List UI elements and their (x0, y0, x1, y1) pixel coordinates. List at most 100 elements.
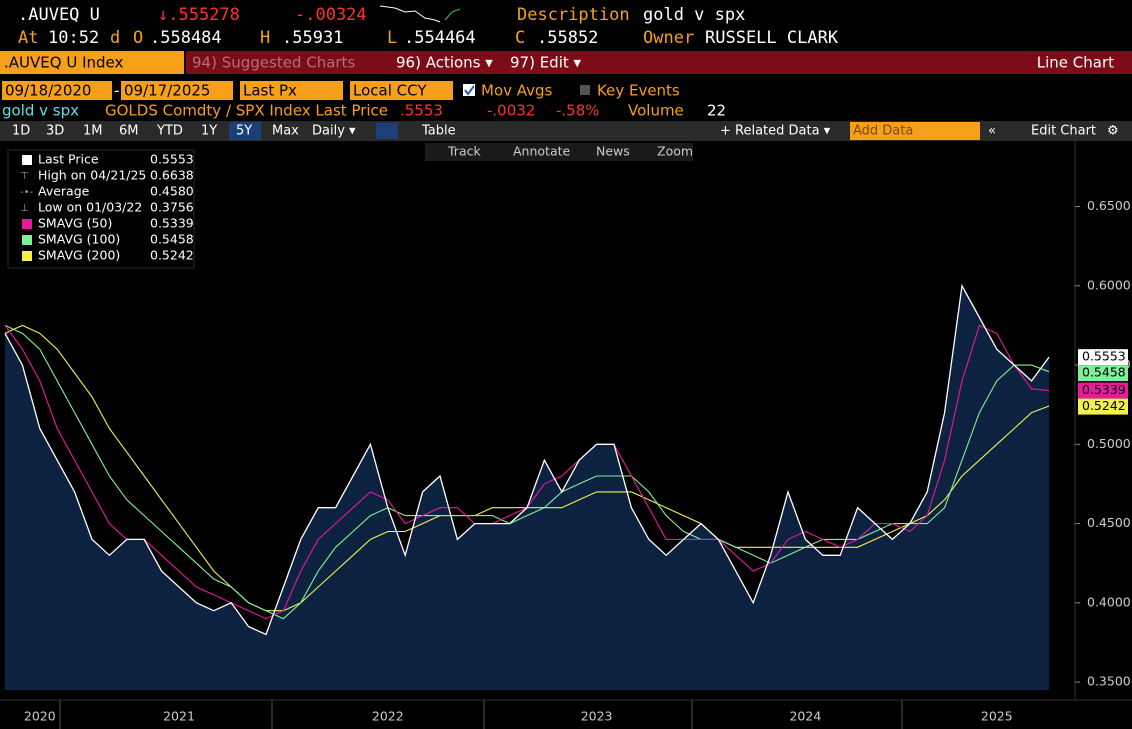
security-box[interactable] (0, 51, 184, 74)
field-box[interactable] (350, 81, 453, 100)
menu-item[interactable]: Table (421, 124, 456, 139)
range-button[interactable]: 6M (119, 124, 139, 139)
y-tick-label: 0.6500 (1087, 198, 1131, 213)
tool[interactable]: Annotate (513, 144, 571, 159)
menu-item[interactable]: 96) Actions ▾ (396, 54, 493, 72)
tools: Track Annotate News Zoom (447, 144, 693, 159)
settings-icon[interactable]: ⚙ (1107, 124, 1119, 139)
x-tick-label: 2022 (372, 709, 404, 724)
field-box[interactable] (240, 81, 343, 100)
value-tag-label: 0.5242 (1082, 398, 1126, 413)
tool[interactable]: News (596, 144, 630, 159)
value-tag (1078, 349, 1128, 366)
ticker: .AUVEQ U (18, 5, 100, 25)
value-tag (1078, 365, 1128, 382)
label: L (387, 28, 397, 48)
menu-item[interactable]: + Related Data ▾ (720, 124, 831, 139)
time: 10:52 (48, 28, 99, 48)
range-button[interactable]: Daily ▾ (312, 124, 356, 139)
high: .55931 (282, 28, 343, 48)
field-box[interactable] (121, 81, 233, 100)
info-volume: 22 (707, 102, 726, 120)
menu-item[interactable]: 97) Edit ▾ (510, 54, 582, 72)
dash: - (114, 82, 119, 100)
legend: Last Price 0.5553 ⊤ High on 04/21/25 0.6638 -… (20, 152, 194, 263)
legend-swatch (22, 219, 32, 229)
plot: 0.35000.40000.45000.50000.55000.60000.65… (4, 198, 1131, 724)
info-last: .5553 (400, 102, 443, 120)
open: .558484 (150, 28, 222, 48)
collapse[interactable]: « (988, 124, 996, 139)
start-date[interactable]: 09/18/2020 (5, 82, 91, 100)
label: C (515, 28, 525, 48)
legend-value: 0.3756 (150, 200, 194, 215)
range-button[interactable]: 1Y (201, 124, 217, 139)
currency[interactable]: Local CCY (353, 82, 427, 100)
add-data[interactable]: Add Data (853, 124, 913, 139)
legend-value: 0.5458 (150, 232, 194, 247)
range-selected[interactable] (229, 122, 261, 140)
range-button[interactable]: YTD (156, 124, 183, 139)
tools-bar (425, 143, 693, 161)
label: O (133, 28, 143, 48)
legend-label: High on 04/21/25 (38, 168, 146, 183)
legend-swatch (22, 235, 32, 245)
sparkline (379, 5, 441, 23)
chart-icon[interactable] (376, 123, 398, 139)
range-bar (0, 121, 1132, 141)
info-pct: -.58% (556, 102, 600, 120)
menu-item[interactable]: 94) Suggested Charts (192, 54, 355, 72)
legend-value: 0.5339 (150, 216, 194, 231)
field-box[interactable] (2, 81, 112, 100)
menu-item[interactable]: Edit Chart (1031, 124, 1096, 139)
check (464, 85, 475, 96)
option[interactable]: Key Events (597, 82, 680, 100)
range-button[interactable]: 1M (83, 124, 103, 139)
value-tag-label: 0.5458 (1082, 365, 1126, 380)
range-button[interactable]: 3D (46, 124, 64, 139)
legend-icon: ⊤ (20, 171, 29, 182)
tool[interactable]: Zoom (657, 144, 693, 159)
security[interactable]: .AUVEQ U Index (4, 54, 123, 72)
end-date[interactable]: 09/17/2025 (124, 82, 210, 100)
checkbox[interactable] (463, 84, 475, 96)
legend-value: 0.4580 (150, 184, 194, 199)
tool[interactable]: Track (447, 144, 481, 159)
toolbar (186, 51, 1132, 74)
legend-swatch (22, 251, 32, 261)
y-tick-label: 0.6000 (1087, 277, 1131, 292)
value-tag (1078, 382, 1128, 399)
series-line (4, 283, 1050, 636)
x-tick-label: 2023 (581, 709, 613, 724)
y-tick-label: 0.3500 (1087, 674, 1131, 689)
area (5, 285, 1049, 690)
legend (7, 149, 195, 269)
change: -.00324 (295, 5, 367, 25)
checkbox[interactable] (580, 85, 590, 95)
legend-label: Low on 01/03/22 (38, 200, 142, 215)
option[interactable]: Mov Avgs (481, 82, 553, 100)
range-button[interactable]: 5Y (236, 124, 252, 139)
last: ↓.555278 (158, 5, 240, 25)
label: d (110, 28, 120, 48)
range-button[interactable]: Max (272, 124, 299, 139)
field-box[interactable] (850, 122, 980, 140)
label: Description (517, 5, 630, 25)
legend-label: SMAVG (100) (38, 232, 120, 247)
legend-value: 0.5242 (150, 248, 194, 263)
description: gold v spx (643, 5, 745, 25)
legend-swatch (22, 155, 32, 165)
series-line (4, 324, 1050, 620)
field[interactable]: Last Px (243, 82, 297, 100)
sparkline (444, 8, 461, 21)
legend-value: 0.5553 (150, 152, 194, 167)
y-tick-label: 0.4500 (1087, 515, 1131, 530)
year-separators (59, 700, 903, 729)
range-button[interactable]: 1D (12, 124, 30, 139)
legend-label: Last Price (38, 152, 99, 167)
legend-value: 0.6638 (150, 168, 194, 183)
close: .55852 (537, 28, 598, 48)
label: H (260, 28, 270, 48)
owner: RUSSELL CLARK (705, 28, 839, 48)
